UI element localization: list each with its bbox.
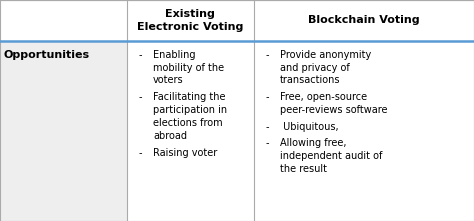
Text: Enabling
mobility of the
voters: Enabling mobility of the voters (153, 50, 224, 85)
Text: Provide anonymity
and privacy of
transactions: Provide anonymity and privacy of transac… (280, 50, 371, 85)
Text: -: - (139, 92, 142, 102)
Text: Blockchain Voting: Blockchain Voting (308, 15, 419, 25)
Text: -: - (139, 50, 142, 60)
Text: Allowing free,
independent audit of
the result: Allowing free, independent audit of the … (280, 138, 382, 174)
Bar (0, 41, 127, 221)
Text: -: - (139, 148, 142, 158)
Bar (0, 0, 474, 41)
Text: Opportunities: Opportunities (4, 50, 90, 60)
Text: -: - (265, 50, 269, 60)
Text: Free, open-source
peer-reviews software: Free, open-source peer-reviews software (280, 92, 387, 115)
Text: Ubiquitous,: Ubiquitous, (280, 122, 338, 132)
Text: -: - (265, 138, 269, 149)
Text: Raising voter: Raising voter (153, 148, 218, 158)
Text: -: - (265, 122, 269, 132)
Text: Facilitating the
participation in
elections from
abroad: Facilitating the participation in electi… (153, 92, 227, 141)
Text: Existing
Electronic Voting: Existing Electronic Voting (137, 9, 244, 32)
Text: -: - (265, 92, 269, 102)
Bar (254, 41, 474, 221)
Bar (127, 41, 254, 221)
